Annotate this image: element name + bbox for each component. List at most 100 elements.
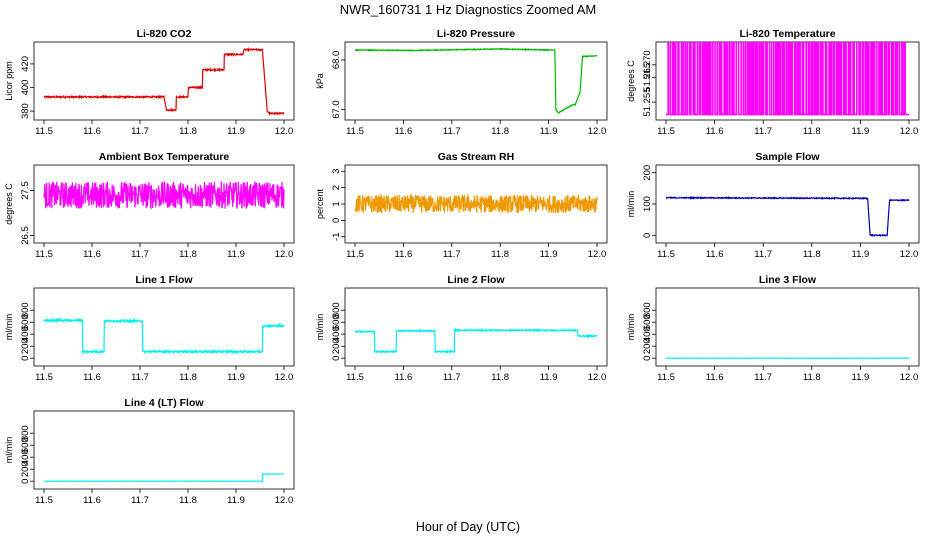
x-tick-label: 11.5 [35,495,53,506]
x-tick-label: 11.8 [179,372,197,383]
x-tick-label: 11.6 [706,126,724,137]
x-tick-label: 11.6 [395,249,413,260]
x-tick-label: 11.7 [754,126,772,137]
y-tick-label: 67.0 [331,100,342,119]
y-tick-label: 0 [331,218,342,223]
y-axis-label: ml/min [315,314,325,341]
y-axis-label: ml/min [4,314,14,341]
chart-co2: Li-820 CO2 11.5 11.6 11.7 11.8 11.9 12.0 380 400… [4,28,295,137]
chart-line3-flow: Line 3 Flow 11.5 11.6 11.7 11.8 11.9 12.0 0 2004… [626,274,920,383]
plot-frame [655,287,920,367]
y-tick-label: 2 [331,185,342,190]
x-tick-label: 11.9 [852,372,870,383]
x-tick-label: 12.0 [275,249,294,260]
x-tick-label: 11.5 [657,126,675,137]
x-tick-label: 11.7 [754,372,772,383]
chart-line2-flow: Line 2 Flow 11.5 11.6 11.7 11.8 11.9 12.0 0 2004… [315,274,608,383]
x-tick-label: 11.6 [395,126,413,137]
y-tick-label: 800 [20,425,31,441]
x-tick-label: 11.6 [706,249,724,260]
x-tick-label: 12.0 [275,126,294,137]
x-tick-label: 11.6 [83,372,101,383]
chart-title: Gas Stream RH [438,151,514,163]
y-tick-label: 26.5 [20,226,31,245]
x-tick-label: 11.8 [491,372,509,383]
chart-title: Sample Flow [755,151,820,163]
y-axis-label: ml/min [626,314,636,341]
x-tick-label: 11.9 [852,249,870,260]
chart-ambient-temp: Ambient Box Temperature 11.5 11.6 11.7 11.8 1… [4,151,295,260]
y-tick-label: 800 [20,302,31,318]
x-tick-label: 11.6 [83,249,101,260]
x-tick-label: 11.6 [706,372,724,383]
x-tick-label: 11.7 [443,249,461,260]
x-tick-label: 11.7 [131,249,149,260]
series-line [666,42,909,116]
plot-frame [33,41,295,121]
x-tick-label: 11.5 [346,372,364,383]
y-tick-label: 200 [20,338,31,354]
x-tick-label: 11.7 [131,495,149,506]
x-tick-label: 11.8 [179,495,197,506]
x-tick-label: 11.9 [227,249,245,260]
x-tick-label: 11.7 [754,249,772,260]
y-axis-label: ml/min [626,191,636,218]
chart-title: Li-820 CO2 [137,28,192,40]
figure-x-axis-label: Hour of Day (UTC) [416,520,520,534]
chart-gas-rh: Gas Stream RH 11.5 11.6 11.7 11.8 11.9 12.0 -1 0… [315,151,608,260]
x-tick-label: 11.6 [395,372,413,383]
x-tick-label: 11.8 [179,126,197,137]
y-tick-label: 600 [642,314,653,330]
panels-container: Li-820 CO2 11.5 11.6 11.7 11.8 11.9 12.0 380 400… [4,28,920,506]
x-tick-label: 11.5 [657,249,675,260]
y-tick-label: 0 [642,356,653,361]
x-tick-label: 11.5 [346,249,364,260]
series-line [354,47,598,114]
x-tick-label: 12.0 [588,249,607,260]
y-tick-label: -1 [331,233,342,241]
y-tick-label: 27.5 [20,181,31,200]
x-tick-label: 11.5 [346,126,364,137]
x-tick-label: 11.8 [491,126,509,137]
chart-title: Li-820 Temperature [739,28,835,40]
series-line [43,46,285,116]
chart-title: Line 1 Flow [135,274,193,286]
y-axis-label: degrees C [626,60,636,102]
y-tick-label: 400 [642,326,653,342]
x-tick-label: 11.5 [657,372,675,383]
x-tick-label: 11.9 [227,372,245,383]
y-tick-label: 0 [20,356,31,361]
x-tick-label: 11.9 [227,126,245,137]
x-tick-label: 12.0 [275,372,294,383]
x-tick-label: 11.9 [540,372,558,383]
plot-frame [33,164,295,244]
y-tick-label: 800 [331,302,342,318]
chart-title: Line 2 Flow [447,274,505,286]
y-tick-label: 0 [331,356,342,361]
x-tick-label: 12.0 [900,126,919,137]
series-line [43,317,285,355]
x-tick-label: 11.6 [83,495,101,506]
plot-frame [33,410,295,490]
x-tick-label: 11.7 [443,372,461,383]
series-line [354,193,598,214]
x-tick-label: 11.8 [803,126,821,137]
y-tick-label: 3 [331,169,342,174]
chart-line4-flow: Line 4 (LT) Flow 11.5 11.6 11.7 11.8 11.9 12.0… [4,397,295,506]
chart-title: Line 4 (LT) Flow [124,397,204,409]
x-tick-label: 11.5 [35,126,53,137]
y-tick-label: 51.255 [642,88,653,117]
y-tick-label: 800 [642,302,653,318]
plot-frame [344,41,608,121]
y-tick-label: 1 [331,201,342,206]
y-tick-label: 200 [20,461,31,477]
x-tick-label: 11.9 [852,126,870,137]
y-tick-label: 380 [20,103,31,119]
chart-title: Ambient Box Temperature [99,151,230,163]
y-tick-label: 600 [20,437,31,453]
chart-pressure: Li-820 Pressure 11.5 11.6 11.7 11.8 11.9 12.0 6… [315,28,608,137]
x-tick-label: 12.0 [588,126,607,137]
y-tick-label: 0 [642,233,653,238]
y-tick-label: 200 [642,338,653,354]
